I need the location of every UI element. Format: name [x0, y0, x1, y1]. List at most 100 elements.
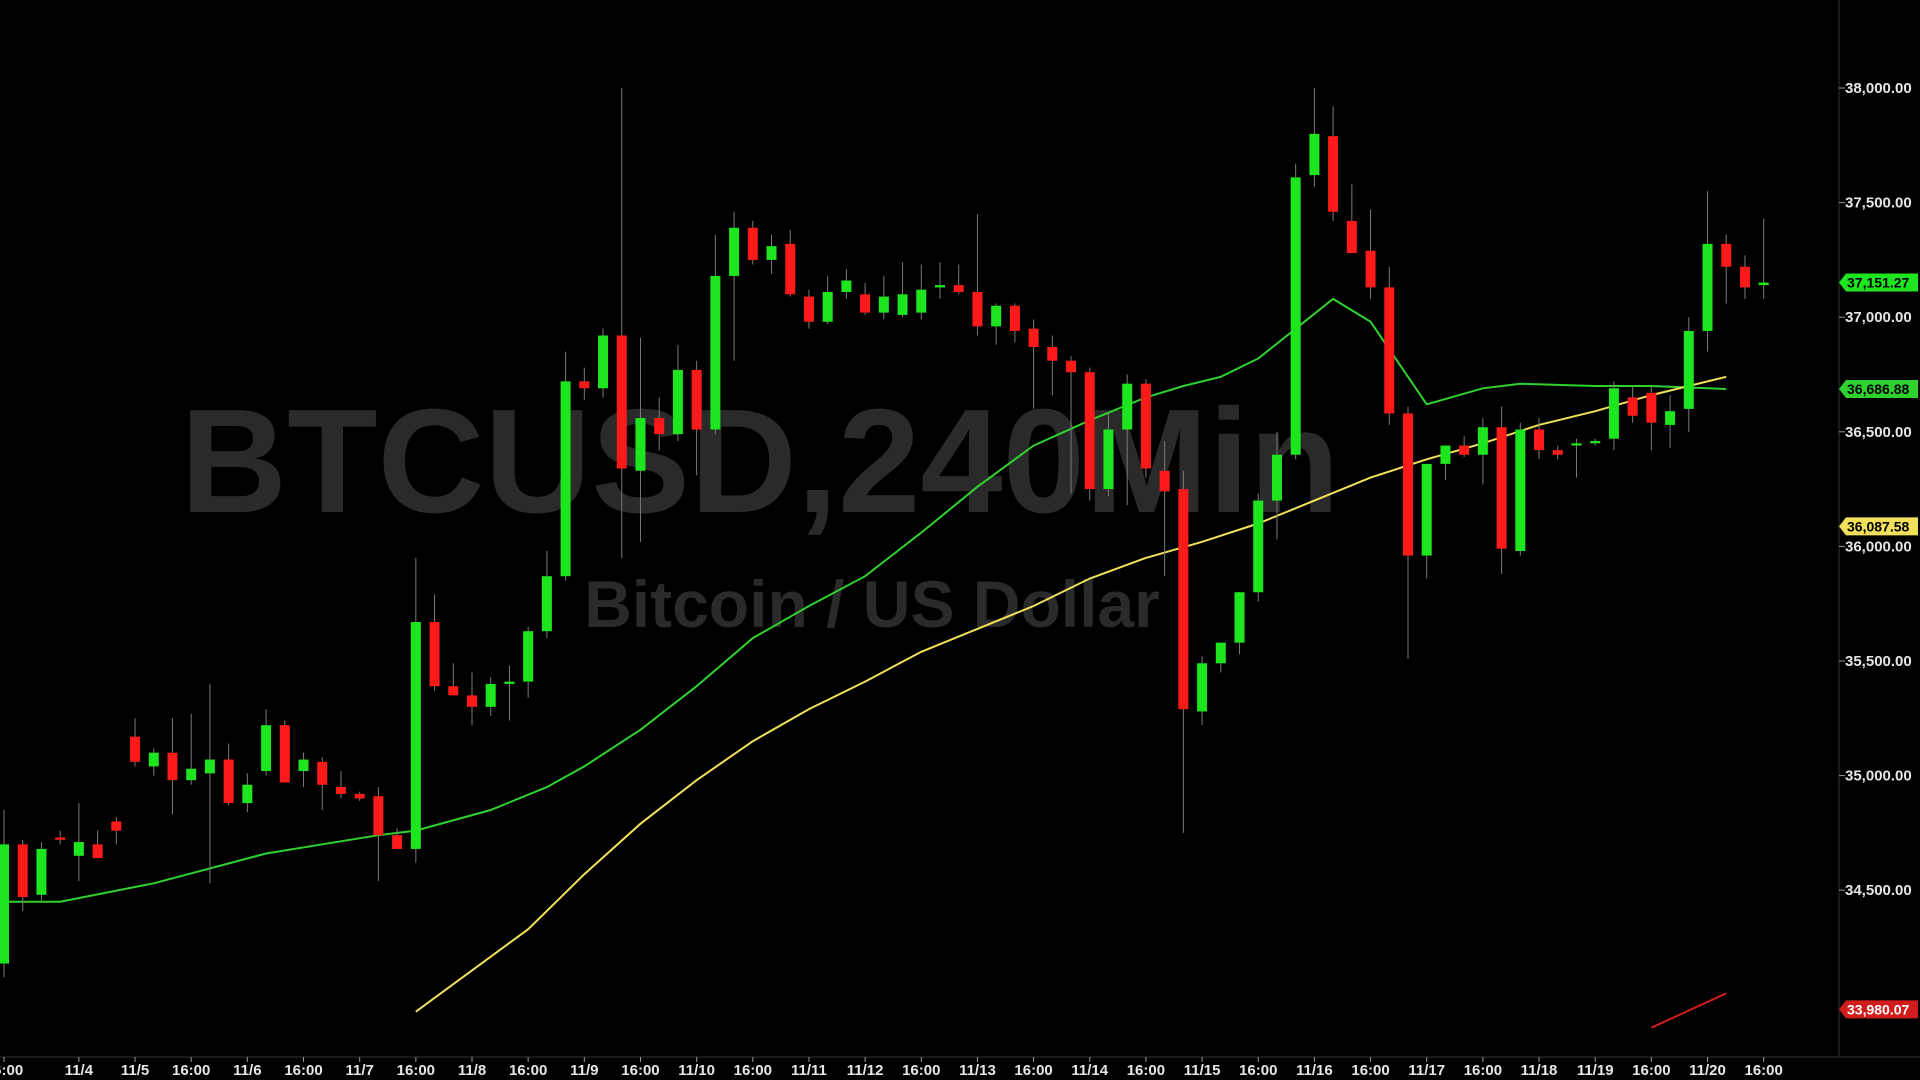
- candle-body-down: [654, 418, 665, 435]
- candle-body-up: [822, 291, 833, 322]
- time-tick-label: 16:00: [172, 1062, 210, 1079]
- moving-average-line-2: [415, 375, 1727, 1013]
- candle: [223, 743, 234, 806]
- candle: [373, 787, 384, 882]
- candle-body-up: [635, 418, 646, 471]
- candle-body-up: [541, 576, 552, 632]
- watermark-description: Bitcoin / US Dollar: [584, 567, 1160, 641]
- moving-average-tag-1-background: [1839, 379, 1918, 398]
- candle: [1702, 191, 1713, 352]
- candle-body-up: [410, 622, 421, 849]
- candle-body-up: [242, 784, 253, 804]
- candle: [1103, 413, 1114, 496]
- candle: [1328, 106, 1339, 221]
- candle-body-down: [448, 686, 459, 696]
- price-tick-label: 35,000.00: [1845, 768, 1912, 785]
- candle-body-up: [261, 725, 272, 772]
- time-tick-label: 11/10: [678, 1062, 715, 1079]
- candle: [991, 303, 1002, 345]
- candle: [1140, 379, 1151, 478]
- candle: [766, 234, 777, 274]
- candle-body-down: [616, 335, 627, 469]
- time-tick-label: 11/8: [458, 1062, 486, 1079]
- candle-body-down: [317, 761, 328, 785]
- time-tick-label: 16:00: [509, 1062, 547, 1079]
- candle-body-up: [504, 681, 515, 684]
- time-tick-label: 16:00: [0, 1062, 23, 1079]
- time-tick-label: 11/18: [1521, 1062, 1558, 1079]
- candle-body-down: [1009, 305, 1020, 331]
- candle-body-up: [204, 759, 215, 774]
- candle-body-down: [467, 695, 477, 707]
- moving-average-tag-2-label: 36,087.58: [1847, 518, 1909, 534]
- candle: [504, 665, 515, 721]
- time-tick-label: 16:00: [902, 1062, 940, 1079]
- time-tick-label: 11/13: [959, 1062, 996, 1079]
- time-tick-label: 11/15: [1184, 1062, 1221, 1079]
- candle-body-up: [1515, 429, 1526, 551]
- candle-body-down: [1328, 136, 1339, 212]
- candle: [186, 713, 197, 785]
- candle: [1403, 406, 1413, 659]
- time-axis: 16:00 11/4 11/5 16:00 11/6 16:00 11/7 16:00 11/8…: [0, 1057, 1783, 1079]
- candle: [92, 830, 103, 859]
- candle-body-down: [55, 837, 66, 840]
- candle: [785, 230, 796, 297]
- candle: [448, 663, 459, 696]
- price-axis: 34,500.00 35,000.00 35,500.00 36,000.00 36,5…: [1839, 80, 1912, 899]
- candle-body-down: [1646, 392, 1657, 423]
- candle-body-up: [729, 227, 740, 276]
- candle-body-up: [560, 381, 571, 577]
- candle: [523, 626, 534, 698]
- candle-body-up: [186, 768, 197, 781]
- candle-body-down: [1384, 287, 1395, 414]
- candle: [560, 351, 571, 581]
- candle: [1066, 356, 1077, 494]
- candle-body-up: [916, 289, 927, 313]
- time-tick-label: 16:00: [621, 1062, 659, 1079]
- candle: [429, 594, 440, 691]
- moving-average-tag-1: 36,686.88: [1839, 379, 1918, 398]
- candle: [261, 709, 272, 776]
- candle-body-down: [1140, 383, 1151, 469]
- candle: [691, 360, 702, 476]
- time-tick-label: 11/7: [345, 1062, 373, 1079]
- candle: [1758, 218, 1769, 299]
- candle-body-up: [935, 285, 945, 288]
- candle-body-down: [579, 381, 590, 389]
- candle-body-down: [354, 793, 365, 799]
- candle: [1459, 436, 1470, 458]
- time-tick-label: 16:00: [734, 1062, 772, 1079]
- candle: [1515, 422, 1526, 556]
- candle: [935, 262, 945, 299]
- candle-body-down: [1346, 220, 1357, 254]
- candle: [1552, 445, 1563, 460]
- candle: [1384, 266, 1395, 425]
- candle-body-down: [1365, 250, 1376, 288]
- candle-body-up: [766, 246, 777, 260]
- time-tick-label: 11/20: [1689, 1062, 1726, 1079]
- candle-body-up: [1702, 243, 1713, 331]
- candle: [616, 88, 627, 558]
- candle: [747, 220, 758, 265]
- candle-body-up: [1440, 445, 1451, 464]
- time-tick-label: 11/19: [1577, 1062, 1614, 1079]
- candle: [73, 803, 84, 882]
- candle-body-down: [691, 369, 702, 430]
- candle: [1178, 470, 1189, 833]
- candle-body-down: [92, 844, 103, 859]
- moving-average-line-3: [1650, 992, 1727, 1029]
- candle: [55, 830, 66, 845]
- candle-body-up: [1197, 663, 1208, 712]
- candle-body-down: [1534, 429, 1545, 451]
- candle: [1627, 385, 1638, 423]
- candle-body-down: [1627, 397, 1638, 416]
- candle: [242, 773, 253, 813]
- time-tick-label: 16:00: [1464, 1062, 1502, 1079]
- watermark-symbol: BTCUSD,240Min: [180, 379, 1340, 544]
- moving-average-tag-3-label: 33,980.07: [1847, 1001, 1909, 1017]
- candle-body-down: [860, 294, 871, 313]
- candle-body-down: [167, 752, 178, 781]
- candle: [1477, 418, 1488, 485]
- candle-body-up: [991, 305, 1002, 327]
